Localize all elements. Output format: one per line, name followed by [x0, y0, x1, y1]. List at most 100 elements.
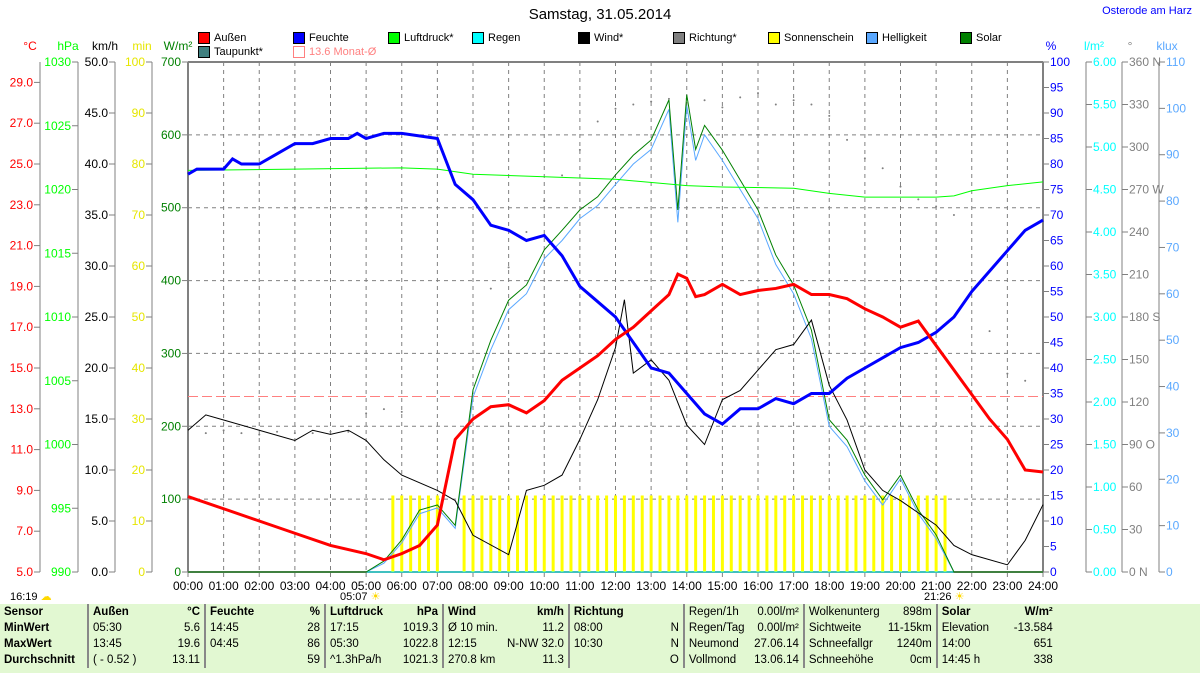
axis-tick-label-sun: 10: [132, 514, 146, 528]
axis-tick-label-dir: 330: [1129, 98, 1149, 112]
direction-dot: [881, 167, 884, 170]
sunshine-bar: [409, 495, 413, 572]
table-cell: ^1.3hPa/h: [324, 652, 393, 668]
axis-tick-label-press: 1020: [44, 183, 71, 197]
table-cell: 1022.8: [402, 638, 438, 650]
stats-table: Sensor Außen °C Feuchte% Luftdruck hPa Wind km/…: [0, 604, 1200, 673]
table-cell: Feuchte: [204, 604, 285, 620]
axis-tick-label-solar: 100: [161, 492, 181, 506]
direction-dot: [507, 266, 510, 269]
table-row: Sensor Außen °C Feuchte% Luftdruck hPa Wind km/…: [0, 604, 1057, 620]
x-tick-label: 15:00: [707, 579, 737, 593]
sunshine-bar: [471, 495, 475, 572]
axis-tick-label-lux: 100: [1166, 101, 1186, 115]
table-cell: 08:00: [567, 620, 631, 636]
table-cell: 1240m: [896, 638, 932, 650]
x-tick-label: 04:00: [315, 579, 345, 593]
axis-tick-label-rain: 6.00: [1093, 55, 1117, 69]
direction-dot: [828, 114, 831, 117]
legend-item: Solar: [960, 32, 1002, 44]
axis-tick-label-press: 1025: [44, 119, 71, 133]
sunshine-bar: [391, 495, 395, 572]
table-cell: Wind: [442, 604, 503, 620]
axis-tick-label-temp: 9.0: [16, 483, 33, 497]
table-cell: 17:15: [324, 620, 393, 636]
x-tick-label: 00:00: [173, 579, 203, 593]
axis-tick-label-wind: 20.0: [85, 361, 109, 375]
direction-dot: [258, 433, 261, 436]
table-cell: %: [309, 606, 320, 618]
axis-tick-label-sun: 20: [132, 463, 146, 477]
axis-tick-label-press: 990: [51, 565, 71, 579]
axis-tick-label-rain: 0.00: [1093, 565, 1117, 579]
sunshine-bar: [899, 495, 902, 572]
table-cell: 5.6: [184, 622, 200, 634]
sunrise-time: 05:07: [340, 591, 368, 603]
axis-tick-label-rain: 2.50: [1093, 353, 1117, 367]
sunset-time: 21:26: [924, 591, 952, 603]
axis-tick-label-hum: 30: [1050, 412, 1064, 426]
sunshine-bar: [774, 495, 778, 572]
direction-dot: [739, 96, 742, 99]
legend-item: Sonnenschein: [768, 32, 854, 44]
sunshine-bar: [498, 495, 502, 572]
sunshine-bar: [854, 495, 858, 572]
axis-tick-label-hum: 45: [1050, 336, 1064, 350]
sunshine-bar: [845, 495, 849, 572]
direction-dot: [650, 100, 653, 103]
direction-dot: [222, 429, 225, 432]
axis-tick-label-hum: 55: [1050, 285, 1064, 299]
sunshine-bar: [435, 495, 439, 572]
direction-dot: [863, 157, 866, 160]
sunshine-bar: [703, 495, 707, 572]
legend-item: Luftdruck*: [388, 32, 454, 44]
sunshine-bar: [783, 495, 787, 572]
table-cell: 0.00l/m²: [757, 622, 799, 634]
x-tick-label: 02:00: [244, 579, 274, 593]
direction-dot: [1006, 372, 1009, 375]
axis-tick-label-wind: 40.0: [85, 157, 109, 171]
sunshine-bar: [614, 495, 617, 572]
x-tick-label: 08:00: [458, 579, 488, 593]
table-cell: MaxWert: [4, 638, 52, 650]
table-cell: Solar: [935, 604, 999, 620]
legend-item: Richtung*: [673, 32, 737, 44]
legend-label: Regen: [488, 32, 521, 44]
sunshine-bar: [587, 495, 591, 572]
table-cell: 14:45 h: [935, 652, 999, 668]
axis-tick-label-hum: 100: [1050, 55, 1070, 69]
x-tick-label: 14:00: [672, 579, 702, 593]
sunshine-bar: [890, 495, 894, 572]
table-cell: 14:45: [204, 620, 285, 636]
axis-tick-label-temp: 7.0: [16, 524, 33, 538]
axis-tick-label-hum: 5: [1050, 540, 1057, 554]
sun-icon: ☀: [370, 591, 381, 603]
axis-tick-label-wind: 5.0: [91, 514, 108, 528]
axis-tick-label-temp: 25.0: [10, 157, 34, 171]
sunshine-bar: [649, 495, 653, 572]
table-cell: 59: [307, 654, 320, 666]
direction-dot: [1024, 379, 1027, 382]
legend-swatch: [960, 32, 972, 44]
series-line-luftdruck: [187, 167, 1044, 198]
axis-tick-label-wind: 10.0: [85, 463, 109, 477]
axis-tick-label-lux: 60: [1166, 287, 1180, 301]
sunshine-bar: [934, 495, 938, 572]
legend-swatch: [472, 32, 484, 44]
location-link[interactable]: Osterode am Harz: [1102, 5, 1192, 17]
axis-tick-label-temp: 21.0: [10, 239, 34, 253]
table-cell: Sichtweite: [802, 620, 884, 636]
table-cell: km/h: [537, 606, 564, 618]
direction-dot: [757, 92, 759, 95]
marker-left: 16:19 ☁: [10, 590, 52, 603]
table-cell: 05:30: [324, 636, 393, 652]
axis-tick-label-press: 1000: [44, 438, 71, 452]
direction-dot: [774, 103, 777, 106]
sunshine-bar: [667, 495, 671, 572]
axis-tick-label-dir: 30: [1129, 523, 1143, 537]
direction-dot: [899, 185, 902, 188]
table-cell: hPa: [416, 606, 438, 618]
direction-dot: [596, 120, 599, 123]
sunshine-bar: [640, 495, 644, 572]
table-cell: Schneefallgr: [802, 636, 884, 652]
